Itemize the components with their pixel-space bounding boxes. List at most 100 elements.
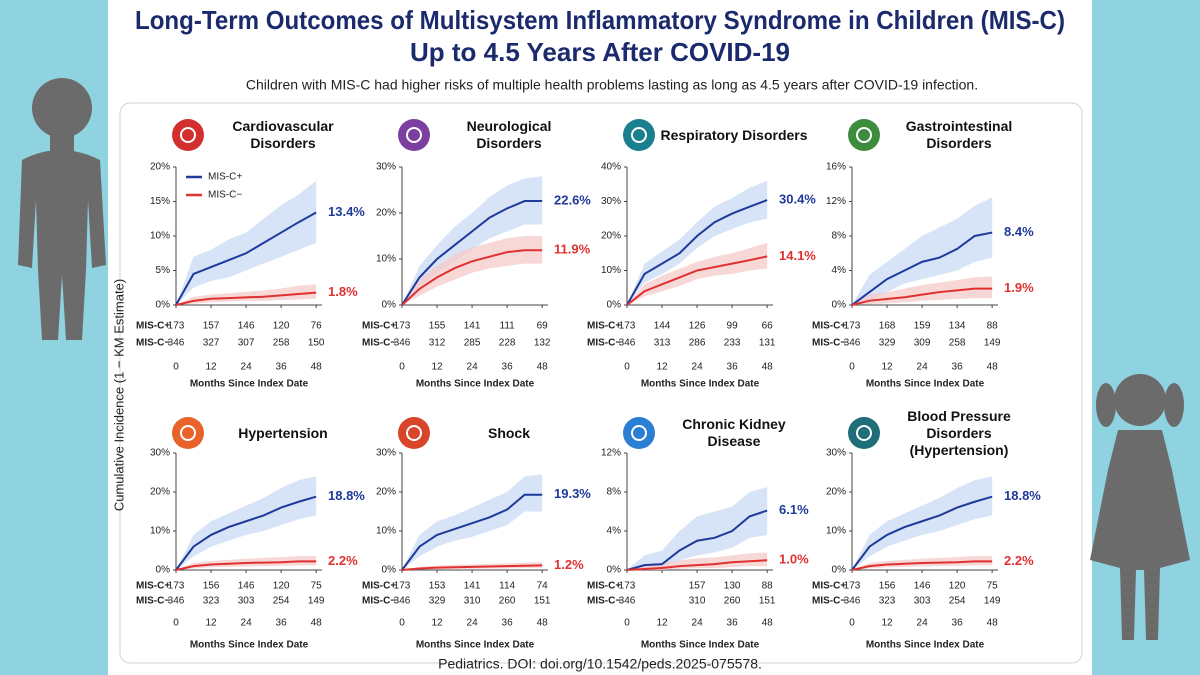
legend-label: MIS-C−	[208, 190, 242, 201]
category-icon	[398, 417, 430, 449]
y-tick-label: 0%	[832, 300, 847, 311]
at-risk-count: 75	[987, 581, 999, 592]
y-tick-label: 20%	[376, 208, 396, 219]
at-risk-count: 144	[654, 321, 671, 332]
at-risk-count: 260	[724, 596, 741, 607]
confidence-band	[627, 242, 768, 305]
at-risk-count: 173	[168, 581, 185, 592]
x-tick-label: 48	[537, 362, 549, 373]
legend-label: MIS-C+	[208, 172, 242, 183]
at-risk-row-label: MIS-C−	[812, 596, 846, 607]
end-value-label: 1.0%	[779, 552, 809, 567]
km-line	[175, 560, 317, 571]
category-icon	[848, 119, 880, 151]
x-tick-label: 48	[537, 618, 549, 629]
confidence-band	[176, 476, 317, 570]
y-tick-label: 0%	[382, 300, 397, 311]
at-risk-count: 254	[949, 596, 966, 607]
at-risk-count: 173	[844, 581, 861, 592]
km-line	[851, 560, 993, 571]
x-tick-label: 12	[656, 362, 668, 373]
y-tick-label: 30%	[150, 448, 170, 459]
km-line	[626, 199, 768, 306]
category-icon	[172, 119, 204, 151]
x-axis-label: Months Since Index Date	[641, 379, 760, 390]
at-risk-count: 131	[759, 338, 776, 349]
y-tick-label: 30%	[376, 448, 396, 459]
panel-title: Cardiovascular Disorders	[232, 118, 334, 151]
x-tick-label: 12	[431, 362, 443, 373]
at-risk-row-label: MIS-C+	[362, 321, 396, 332]
y-tick-label: 0%	[607, 565, 622, 576]
km-line	[401, 249, 543, 306]
at-risk-count: 126	[689, 321, 706, 332]
y-tick-label: 0%	[382, 565, 397, 576]
km-line	[851, 495, 993, 571]
y-tick-label: 12%	[601, 448, 621, 459]
category-icon	[623, 119, 655, 151]
km-line	[626, 509, 768, 571]
x-tick-label: 0	[624, 362, 630, 373]
x-tick-label: 48	[762, 618, 774, 629]
x-axis-label: Months Since Index Date	[416, 640, 535, 651]
km-line	[175, 291, 317, 306]
end-value-label: 2.2%	[1004, 553, 1034, 568]
at-risk-count: 66	[762, 321, 774, 332]
panel-title: Shock	[487, 424, 530, 441]
at-risk-count: 132	[534, 338, 551, 349]
x-tick-label: 48	[311, 362, 323, 373]
at-risk-count: 99	[727, 321, 739, 332]
y-tick-label: 30%	[601, 196, 621, 207]
y-tick-label: 4%	[832, 265, 847, 276]
subtitle: Children with MIS-C had higher risks of …	[246, 77, 978, 93]
panel-title: Respiratory Disorders	[660, 126, 808, 143]
x-tick-label: 36	[276, 618, 288, 629]
confidence-band	[852, 476, 993, 570]
at-risk-count: 155	[429, 321, 446, 332]
x-tick-label: 12	[205, 362, 217, 373]
panel-title: Chronic Kidney Disease	[682, 416, 786, 449]
at-risk-count: 153	[429, 581, 446, 592]
km-line	[626, 559, 768, 571]
x-tick-label: 24	[692, 618, 704, 629]
at-risk-row-label: MIS-C+	[362, 581, 396, 592]
at-risk-row-label: MIS-C−	[812, 338, 846, 349]
category-icon-glyph	[631, 127, 647, 143]
y-tick-label: 20%	[376, 487, 396, 498]
y-tick-label: 10%	[376, 526, 396, 537]
at-risk-row-label: MIS-C+	[812, 581, 846, 592]
x-tick-label: 48	[987, 362, 999, 373]
y-tick-label: 4%	[607, 526, 622, 537]
x-tick-label: 36	[952, 362, 964, 373]
x-tick-label: 12	[881, 618, 893, 629]
y-tick-label: 0%	[156, 300, 171, 311]
y-tick-label: 20%	[826, 487, 846, 498]
x-tick-label: 36	[727, 362, 739, 373]
at-risk-count: 149	[984, 596, 1001, 607]
category-icon-glyph	[631, 425, 647, 441]
at-risk-count: 159	[914, 321, 931, 332]
at-risk-row-label: MIS-C+	[136, 321, 170, 332]
at-risk-count: 346	[168, 338, 185, 349]
x-tick-label: 48	[987, 618, 999, 629]
at-risk-count: 309	[914, 338, 931, 349]
at-risk-count: 346	[619, 596, 636, 607]
boy-silhouette	[18, 78, 106, 340]
km-line	[851, 287, 993, 306]
at-risk-count: 258	[949, 338, 966, 349]
end-value-label: 30.4%	[779, 192, 816, 207]
at-risk-count: 88	[987, 321, 999, 332]
at-risk-count: 286	[689, 338, 706, 349]
x-tick-label: 36	[502, 618, 514, 629]
at-risk-count: 173	[168, 321, 185, 332]
x-tick-label: 0	[399, 618, 405, 629]
frame	[119, 102, 1083, 664]
x-tick-label: 24	[467, 362, 479, 373]
at-risk-count: 149	[308, 596, 325, 607]
x-tick-label: 0	[399, 362, 405, 373]
x-tick-label: 0	[173, 362, 179, 373]
x-tick-label: 48	[762, 362, 774, 373]
y-tick-label: 16%	[826, 162, 846, 173]
